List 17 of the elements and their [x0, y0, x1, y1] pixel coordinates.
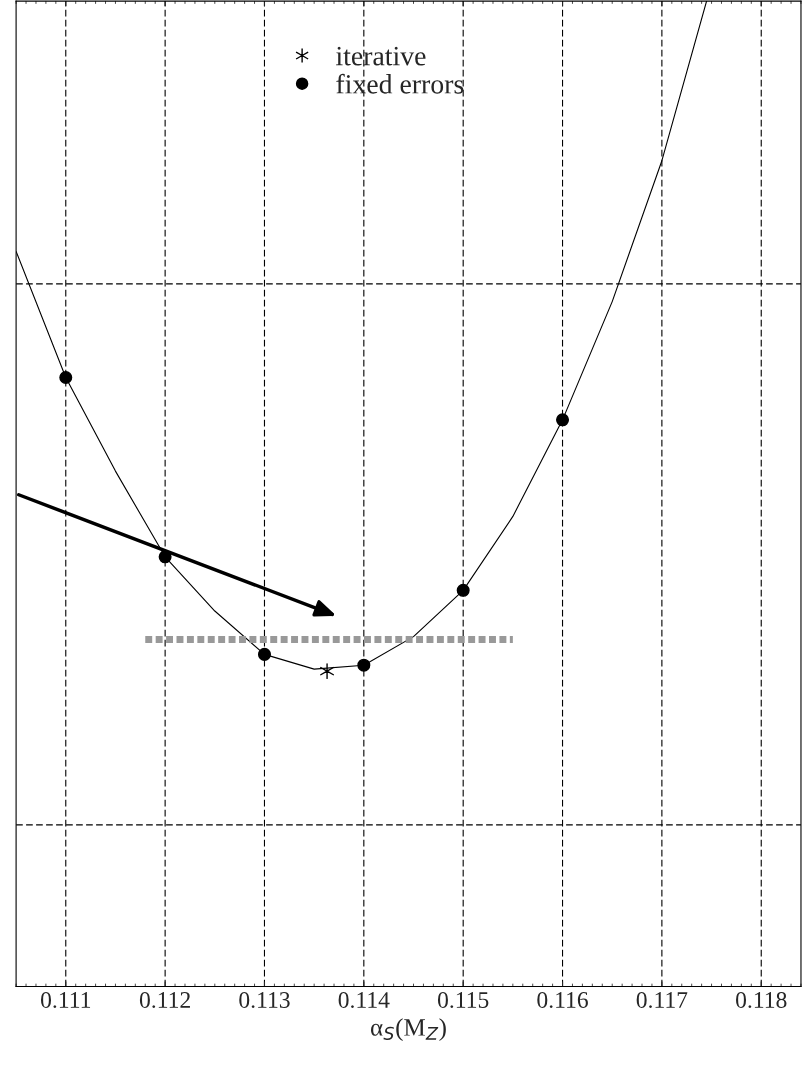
x-tick-label: 0.114 [338, 991, 390, 1009]
x-tick-label: 0.111 [41, 991, 91, 1009]
x-tick-label: 0.118 [736, 991, 787, 1009]
legend-label: fixed errors [336, 73, 464, 94]
point [257, 647, 271, 661]
x-tick-label: 0.112 [139, 991, 190, 1009]
point [320, 663, 335, 680]
point [59, 370, 73, 384]
point [556, 413, 570, 427]
x-tick-label: 0.117 [636, 991, 688, 1009]
x-tick-label: 0.115 [437, 991, 489, 1009]
point [456, 583, 470, 597]
x-tick-label: 0.116 [537, 991, 588, 1009]
point [357, 658, 371, 672]
x-axis-title: α$_{S}$(M$_{Z}$) [370, 1018, 446, 1041]
legend-label: iterative [336, 46, 426, 66]
x-tick-label: 0.113 [239, 991, 290, 1009]
